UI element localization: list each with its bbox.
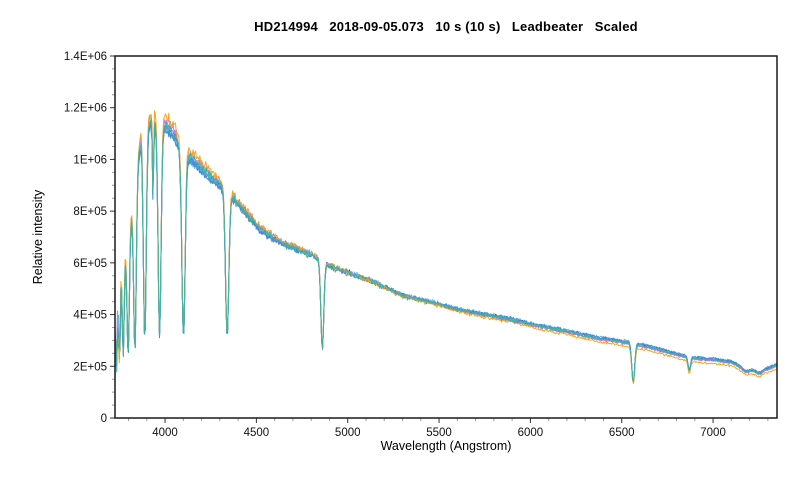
y-tick-label: 6E+05 bbox=[73, 258, 107, 270]
x-axis-title: Wavelength (Angstrom) bbox=[380, 439, 512, 453]
x-tick-label: 5500 bbox=[426, 427, 452, 439]
x-tick-label: 4000 bbox=[152, 427, 178, 439]
y-tick-label: 0 bbox=[101, 413, 107, 425]
spectrum-trace-exposure-green bbox=[115, 123, 777, 383]
y-tick-label: 4E+05 bbox=[73, 310, 107, 322]
x-tick-label: 5000 bbox=[335, 427, 361, 439]
plot-border bbox=[114, 55, 778, 419]
spectrum-trace-exposure-blue bbox=[115, 122, 777, 383]
spectrum-trace-exposure-teal bbox=[115, 117, 777, 382]
y-tick-label: 8E+05 bbox=[73, 206, 107, 218]
x-tick-label: 4500 bbox=[244, 427, 270, 439]
spectrum-trace-exposure-slate bbox=[115, 121, 777, 383]
x-tick-label: 6500 bbox=[609, 427, 635, 439]
x-tick-label: 6000 bbox=[518, 427, 544, 439]
spectrum-trace-exposure-orange bbox=[115, 110, 777, 385]
y-tick-label: 2E+05 bbox=[73, 361, 107, 373]
y-tick-label: 1.4E+06 bbox=[64, 51, 107, 63]
spectrum-trace-exposure-purple bbox=[115, 120, 777, 383]
x-tick-label: 7000 bbox=[700, 427, 726, 439]
y-tick-label: 1E+06 bbox=[73, 154, 107, 166]
spectrum-trace-exposure-orchid bbox=[115, 114, 777, 384]
chart-title: HD214994 2018-09-05.073 10 s (10 s) Lead… bbox=[254, 19, 638, 34]
spectrum-trace-exposure-sky bbox=[115, 118, 777, 382]
y-tick-label: 1.2E+06 bbox=[64, 103, 107, 115]
